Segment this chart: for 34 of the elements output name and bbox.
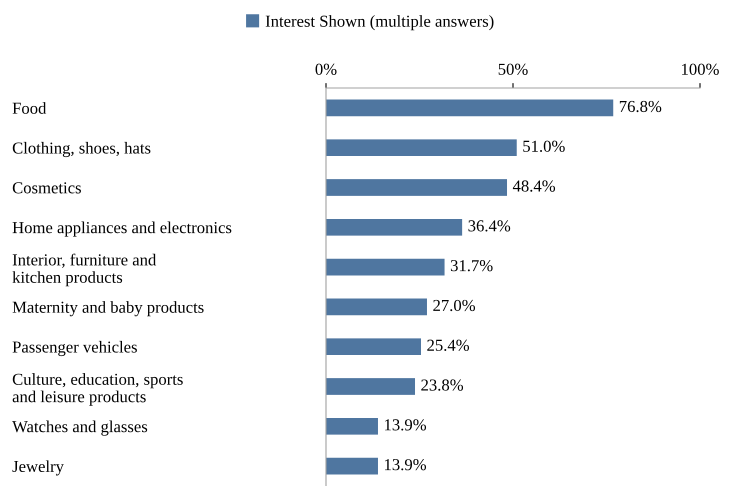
x-tick-label: 50% — [498, 64, 528, 75]
y-tick-label: Cosmetics — [12, 182, 81, 194]
y-tick-label: Passenger vehicles — [12, 340, 137, 356]
data-label: 36.4% — [468, 220, 510, 232]
bar — [326, 179, 508, 196]
data-label: 25.4% — [427, 340, 470, 351]
bar — [326, 218, 462, 236]
data-label: 13.9% — [385, 459, 426, 470]
bar — [326, 338, 421, 356]
data-label: 23.8% — [421, 379, 464, 391]
bar — [326, 298, 427, 316]
data-label: 51.0% — [523, 140, 565, 152]
y-tick-label: Jewelry — [12, 460, 64, 476]
data-label: 31.7% — [450, 260, 493, 272]
legend-label: Interest Shown (multiple answers) — [266, 15, 494, 30]
y-tick-label: Culture, education, sports and leisure products — [12, 373, 183, 406]
y-tick-label: Maternity and baby products — [12, 301, 204, 316]
y-tick-label: Home appliances and electronics — [12, 222, 232, 237]
y-tick-label: Interior, furniture and kitchen products — [12, 254, 156, 286]
bar — [326, 258, 445, 276]
y-tick-label: Watches and glasses — [12, 420, 148, 436]
y-tick-label: Food — [12, 102, 46, 114]
data-label: 48.4% — [512, 180, 556, 192]
data-label: 27.0% — [433, 300, 476, 312]
y-tick-label: Clothing, shoes, hats — [12, 142, 150, 158]
bar — [326, 418, 378, 435]
data-label: 13.9% — [385, 419, 426, 431]
bar — [326, 378, 416, 395]
data-label: 76.8% — [620, 100, 662, 112]
bar — [326, 139, 517, 156]
bar — [326, 458, 378, 474]
x-tick-label: 100% — [682, 64, 719, 75]
x-tick-label: 0% — [316, 64, 337, 75]
bar — [326, 100, 614, 116]
